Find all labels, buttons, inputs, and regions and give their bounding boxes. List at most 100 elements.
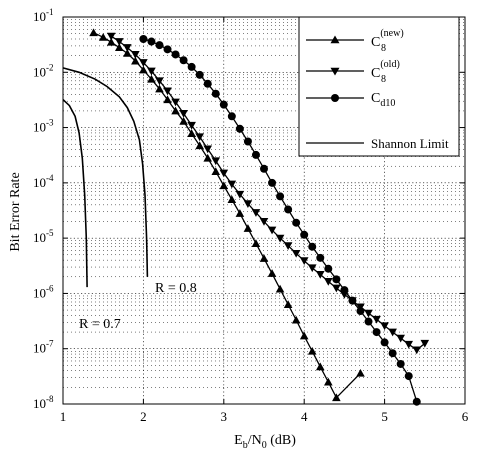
data-point-circle [268, 178, 277, 187]
data-markers [89, 28, 430, 406]
data-point-circle [404, 372, 413, 381]
data-point-triangle-down [364, 309, 373, 318]
data-point-triangle-down [227, 180, 237, 189]
x-tick-label: 2 [140, 409, 147, 424]
legend-entry-shannon: Shannon Limit [306, 136, 449, 151]
legend-label: Cd10 [371, 91, 395, 109]
data-point-triangle-down [203, 145, 213, 154]
data-point-circle [356, 307, 365, 316]
data-point-triangle-down [187, 121, 196, 130]
data-point-triangle-up [203, 153, 213, 162]
data-point-triangle-down [380, 322, 389, 331]
data-point-triangle-up [98, 32, 108, 41]
data-point-triangle-down [307, 264, 317, 273]
y-tick-label: 10-4 [33, 173, 54, 190]
data-point-triangle-down [243, 200, 253, 208]
data-point-triangle-up [89, 28, 98, 37]
data-point-circle [260, 164, 268, 173]
legend-label: C(new) 8 [371, 28, 404, 54]
legend-entry-c8-new: C(new) 8 [306, 28, 404, 54]
legend: C(new) 8 C(old) 8 Cd10 Shannon Limit [298, 16, 460, 157]
data-point-circle [251, 150, 260, 159]
data-point-triangle-up [267, 269, 277, 277]
data-point-triangle-up [219, 181, 229, 190]
data-point-circle [219, 100, 228, 109]
data-point-triangle-up [275, 284, 285, 293]
data-point-triangle-up [114, 43, 124, 52]
data-point-circle [243, 137, 252, 146]
y-tick-label: 10-1 [33, 7, 54, 24]
data-point-triangle-down [404, 340, 414, 349]
data-point-triangle-down [420, 339, 430, 348]
data-point-circle [139, 35, 148, 44]
data-point-triangle-up [235, 209, 245, 217]
data-point-circle [276, 192, 285, 201]
y-tick-label: 10-6 [33, 283, 54, 300]
data-point-circle [324, 264, 333, 273]
data-point-circle [372, 328, 381, 337]
annotation-r-0-7: R = 0.7 [79, 317, 121, 332]
data-point-triangle-up [251, 239, 261, 247]
data-point-triangle-up [315, 362, 325, 371]
data-point-circle [187, 62, 196, 71]
data-point-triangle-down [211, 157, 221, 166]
grid-lines [63, 17, 465, 404]
data-point-circle [227, 112, 236, 121]
data-point-triangle-down [275, 234, 285, 243]
data-point-triangle-up [163, 95, 172, 104]
data-point-circle [179, 56, 188, 65]
data-point-circle [211, 89, 220, 98]
x-tick-label: 5 [381, 409, 388, 424]
data-point-triangle-down [106, 32, 116, 41]
data-point-triangle-up [332, 393, 341, 402]
plot-frame [62, 16, 466, 405]
data-point-triangle-down [267, 226, 277, 235]
x-tick-labels: 1 2 3 4 5 6 [60, 409, 469, 424]
shannon-limit-curve [62, 99, 88, 288]
legend-entry-c8-old: C(old) 8 [306, 59, 400, 85]
data-point-triangle-down [171, 98, 180, 107]
data-point-triangle-down [139, 59, 148, 67]
data-point-triangle-up [291, 315, 301, 324]
data-point-circle [203, 79, 212, 88]
data-point-triangle-up [123, 49, 132, 57]
data-point-circle [388, 349, 397, 358]
data-point-circle [348, 296, 357, 305]
data-point-circle [235, 124, 244, 133]
data-point-triangle-down [388, 328, 397, 337]
data-point-triangle-up [307, 346, 317, 355]
data-point-triangle-up [147, 74, 156, 83]
y-tick-label: 10-2 [33, 62, 54, 79]
y-tick-label: 10-7 [33, 339, 54, 356]
data-point-triangle-down [332, 284, 341, 293]
axis-ticks [62, 16, 466, 405]
data-point-triangle-up [324, 377, 333, 386]
data-point-circle [308, 242, 317, 251]
x-tick-label: 4 [301, 409, 308, 424]
shannon-limit-curve [62, 67, 149, 277]
data-point-circle [292, 218, 301, 227]
data-point-triangle-up [227, 195, 237, 203]
data-point-circle [340, 286, 349, 295]
data-point-triangle-down [179, 110, 188, 118]
x-tick-label: 6 [462, 409, 469, 424]
data-point-triangle-down [195, 133, 204, 142]
data-point-circle [163, 45, 172, 54]
data-point-circle [300, 230, 309, 239]
circle-icon [331, 94, 339, 102]
data-point-triangle-down [131, 51, 140, 59]
y-tick-labels: 10-8 10-7 10-6 10-5 10-4 10-3 10-2 10-1 [33, 7, 54, 411]
data-point-triangle-up [187, 129, 196, 137]
data-point-triangle-up [356, 368, 365, 377]
y-axis-label: Bit Error Rate [8, 172, 23, 251]
data-point-triangle-up [179, 116, 188, 125]
data-point-circle [332, 275, 341, 284]
data-point-triangle-down [259, 218, 269, 226]
data-point-circle [316, 253, 325, 262]
data-point-triangle-up [131, 56, 140, 65]
data-point-circle [380, 338, 389, 347]
y-tick-label: 10-3 [33, 118, 54, 135]
data-point-triangle-down [315, 271, 325, 279]
data-point-triangle-up [243, 224, 253, 232]
